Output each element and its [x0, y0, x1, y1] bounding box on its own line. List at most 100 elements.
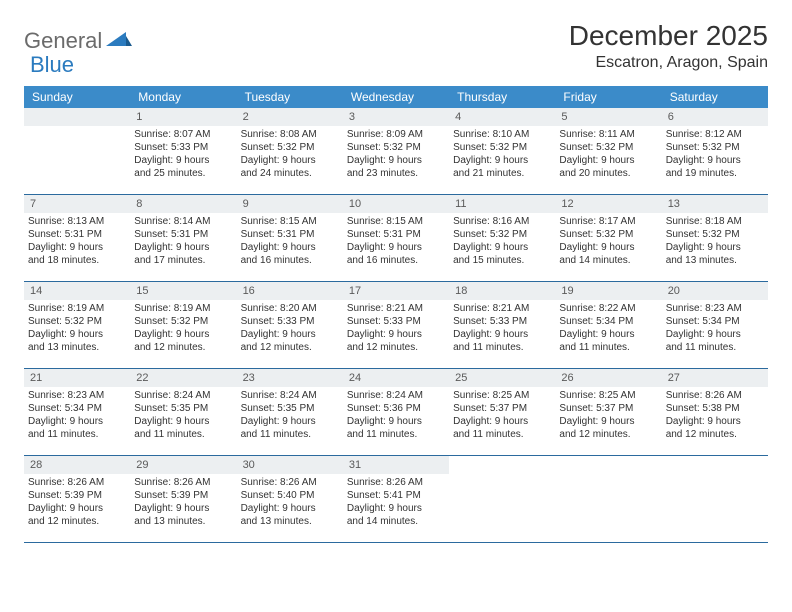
day-cell: 1Sunrise: 8:07 AMSunset: 5:33 PMDaylight… [130, 108, 236, 194]
day-number: 10 [343, 195, 449, 213]
sunrise: Sunrise: 8:21 AM [453, 302, 551, 315]
day-cell: 10Sunrise: 8:15 AMSunset: 5:31 PMDayligh… [343, 195, 449, 281]
day-cell: 30Sunrise: 8:26 AMSunset: 5:40 PMDayligh… [237, 456, 343, 542]
day-number: 7 [24, 195, 130, 213]
daylight-line1: Daylight: 9 hours [559, 241, 657, 254]
sunrise: Sunrise: 8:23 AM [666, 302, 764, 315]
sunrise: Sunrise: 8:23 AM [28, 389, 126, 402]
day-cell: 8Sunrise: 8:14 AMSunset: 5:31 PMDaylight… [130, 195, 236, 281]
week-row: 14Sunrise: 8:19 AMSunset: 5:32 PMDayligh… [24, 282, 768, 369]
daylight-line1: Daylight: 9 hours [559, 154, 657, 167]
day-number: 6 [662, 108, 768, 126]
day-cell: 12Sunrise: 8:17 AMSunset: 5:32 PMDayligh… [555, 195, 661, 281]
daylight-line2: and 11 minutes. [453, 428, 551, 441]
day-body: Sunrise: 8:25 AMSunset: 5:37 PMDaylight:… [449, 387, 555, 445]
sunset: Sunset: 5:38 PM [666, 402, 764, 415]
sunrise: Sunrise: 8:21 AM [347, 302, 445, 315]
empty-cell [555, 456, 661, 542]
day-number: 28 [24, 456, 130, 474]
day-number: 20 [662, 282, 768, 300]
sunset: Sunset: 5:32 PM [453, 228, 551, 241]
logo-triangle-icon [106, 30, 132, 53]
day-number: 4 [449, 108, 555, 126]
daylight-line1: Daylight: 9 hours [453, 328, 551, 341]
sunrise: Sunrise: 8:24 AM [347, 389, 445, 402]
day-body: Sunrise: 8:12 AMSunset: 5:32 PMDaylight:… [662, 126, 768, 184]
day-body: Sunrise: 8:21 AMSunset: 5:33 PMDaylight:… [343, 300, 449, 358]
daylight-line1: Daylight: 9 hours [559, 328, 657, 341]
sunrise: Sunrise: 8:17 AM [559, 215, 657, 228]
day-body: Sunrise: 8:15 AMSunset: 5:31 PMDaylight:… [237, 213, 343, 271]
weekday-header: SundayMondayTuesdayWednesdayThursdayFrid… [24, 86, 768, 108]
day-body: Sunrise: 8:09 AMSunset: 5:32 PMDaylight:… [343, 126, 449, 184]
daylight-line1: Daylight: 9 hours [241, 328, 339, 341]
day-cell: 3Sunrise: 8:09 AMSunset: 5:32 PMDaylight… [343, 108, 449, 194]
day-number: 31 [343, 456, 449, 474]
day-body: Sunrise: 8:20 AMSunset: 5:33 PMDaylight:… [237, 300, 343, 358]
sunrise: Sunrise: 8:14 AM [134, 215, 232, 228]
day-number: 9 [237, 195, 343, 213]
day-cell: 5Sunrise: 8:11 AMSunset: 5:32 PMDaylight… [555, 108, 661, 194]
day-cell: 6Sunrise: 8:12 AMSunset: 5:32 PMDaylight… [662, 108, 768, 194]
sunset: Sunset: 5:39 PM [28, 489, 126, 502]
day-cell: 2Sunrise: 8:08 AMSunset: 5:32 PMDaylight… [237, 108, 343, 194]
day-number: 3 [343, 108, 449, 126]
sunrise: Sunrise: 8:26 AM [134, 476, 232, 489]
daylight-line1: Daylight: 9 hours [28, 415, 126, 428]
daylight-line2: and 23 minutes. [347, 167, 445, 180]
weekday-wednesday: Wednesday [343, 86, 449, 108]
daylight-line2: and 13 minutes. [666, 254, 764, 267]
week-row: 28Sunrise: 8:26 AMSunset: 5:39 PMDayligh… [24, 456, 768, 543]
sunrise: Sunrise: 8:25 AM [453, 389, 551, 402]
day-cell: 22Sunrise: 8:24 AMSunset: 5:35 PMDayligh… [130, 369, 236, 455]
sunrise: Sunrise: 8:22 AM [559, 302, 657, 315]
day-number: 11 [449, 195, 555, 213]
daylight-line2: and 12 minutes. [559, 428, 657, 441]
daylight-line1: Daylight: 9 hours [241, 502, 339, 515]
sunset: Sunset: 5:32 PM [453, 141, 551, 154]
logo-text-general: General [24, 28, 102, 54]
empty-cell [662, 456, 768, 542]
empty-cell [449, 456, 555, 542]
day-number: 21 [24, 369, 130, 387]
weekday-monday: Monday [130, 86, 236, 108]
daylight-line2: and 11 minutes. [28, 428, 126, 441]
day-body: Sunrise: 8:24 AMSunset: 5:35 PMDaylight:… [130, 387, 236, 445]
day-cell: 25Sunrise: 8:25 AMSunset: 5:37 PMDayligh… [449, 369, 555, 455]
daylight-line1: Daylight: 9 hours [347, 502, 445, 515]
day-body: Sunrise: 8:26 AMSunset: 5:40 PMDaylight:… [237, 474, 343, 532]
location: Escatron, Aragon, Spain [569, 54, 768, 72]
day-body: Sunrise: 8:07 AMSunset: 5:33 PMDaylight:… [130, 126, 236, 184]
sunrise: Sunrise: 8:07 AM [134, 128, 232, 141]
daylight-line1: Daylight: 9 hours [241, 415, 339, 428]
sunset: Sunset: 5:37 PM [453, 402, 551, 415]
daylight-line1: Daylight: 9 hours [453, 241, 551, 254]
sunrise: Sunrise: 8:25 AM [559, 389, 657, 402]
daylight-line1: Daylight: 9 hours [241, 241, 339, 254]
day-body: Sunrise: 8:15 AMSunset: 5:31 PMDaylight:… [343, 213, 449, 271]
daylight-line1: Daylight: 9 hours [134, 241, 232, 254]
day-number: 14 [24, 282, 130, 300]
daylight-line1: Daylight: 9 hours [347, 241, 445, 254]
week-row: 1Sunrise: 8:07 AMSunset: 5:33 PMDaylight… [24, 108, 768, 195]
sunrise: Sunrise: 8:19 AM [28, 302, 126, 315]
daylight-line1: Daylight: 9 hours [347, 154, 445, 167]
week-row: 21Sunrise: 8:23 AMSunset: 5:34 PMDayligh… [24, 369, 768, 456]
daylight-line1: Daylight: 9 hours [347, 328, 445, 341]
day-number: 22 [130, 369, 236, 387]
sunset: Sunset: 5:33 PM [453, 315, 551, 328]
day-body: Sunrise: 8:26 AMSunset: 5:39 PMDaylight:… [130, 474, 236, 532]
daylight-line2: and 16 minutes. [347, 254, 445, 267]
day-body: Sunrise: 8:08 AMSunset: 5:32 PMDaylight:… [237, 126, 343, 184]
daylight-line1: Daylight: 9 hours [134, 502, 232, 515]
sunset: Sunset: 5:39 PM [134, 489, 232, 502]
sunset: Sunset: 5:35 PM [134, 402, 232, 415]
sunset: Sunset: 5:32 PM [134, 315, 232, 328]
sunrise: Sunrise: 8:18 AM [666, 215, 764, 228]
daylight-line2: and 12 minutes. [134, 341, 232, 354]
day-number: 24 [343, 369, 449, 387]
daylight-line1: Daylight: 9 hours [28, 502, 126, 515]
daylight-line1: Daylight: 9 hours [134, 328, 232, 341]
day-cell: 9Sunrise: 8:15 AMSunset: 5:31 PMDaylight… [237, 195, 343, 281]
daylight-line2: and 21 minutes. [453, 167, 551, 180]
